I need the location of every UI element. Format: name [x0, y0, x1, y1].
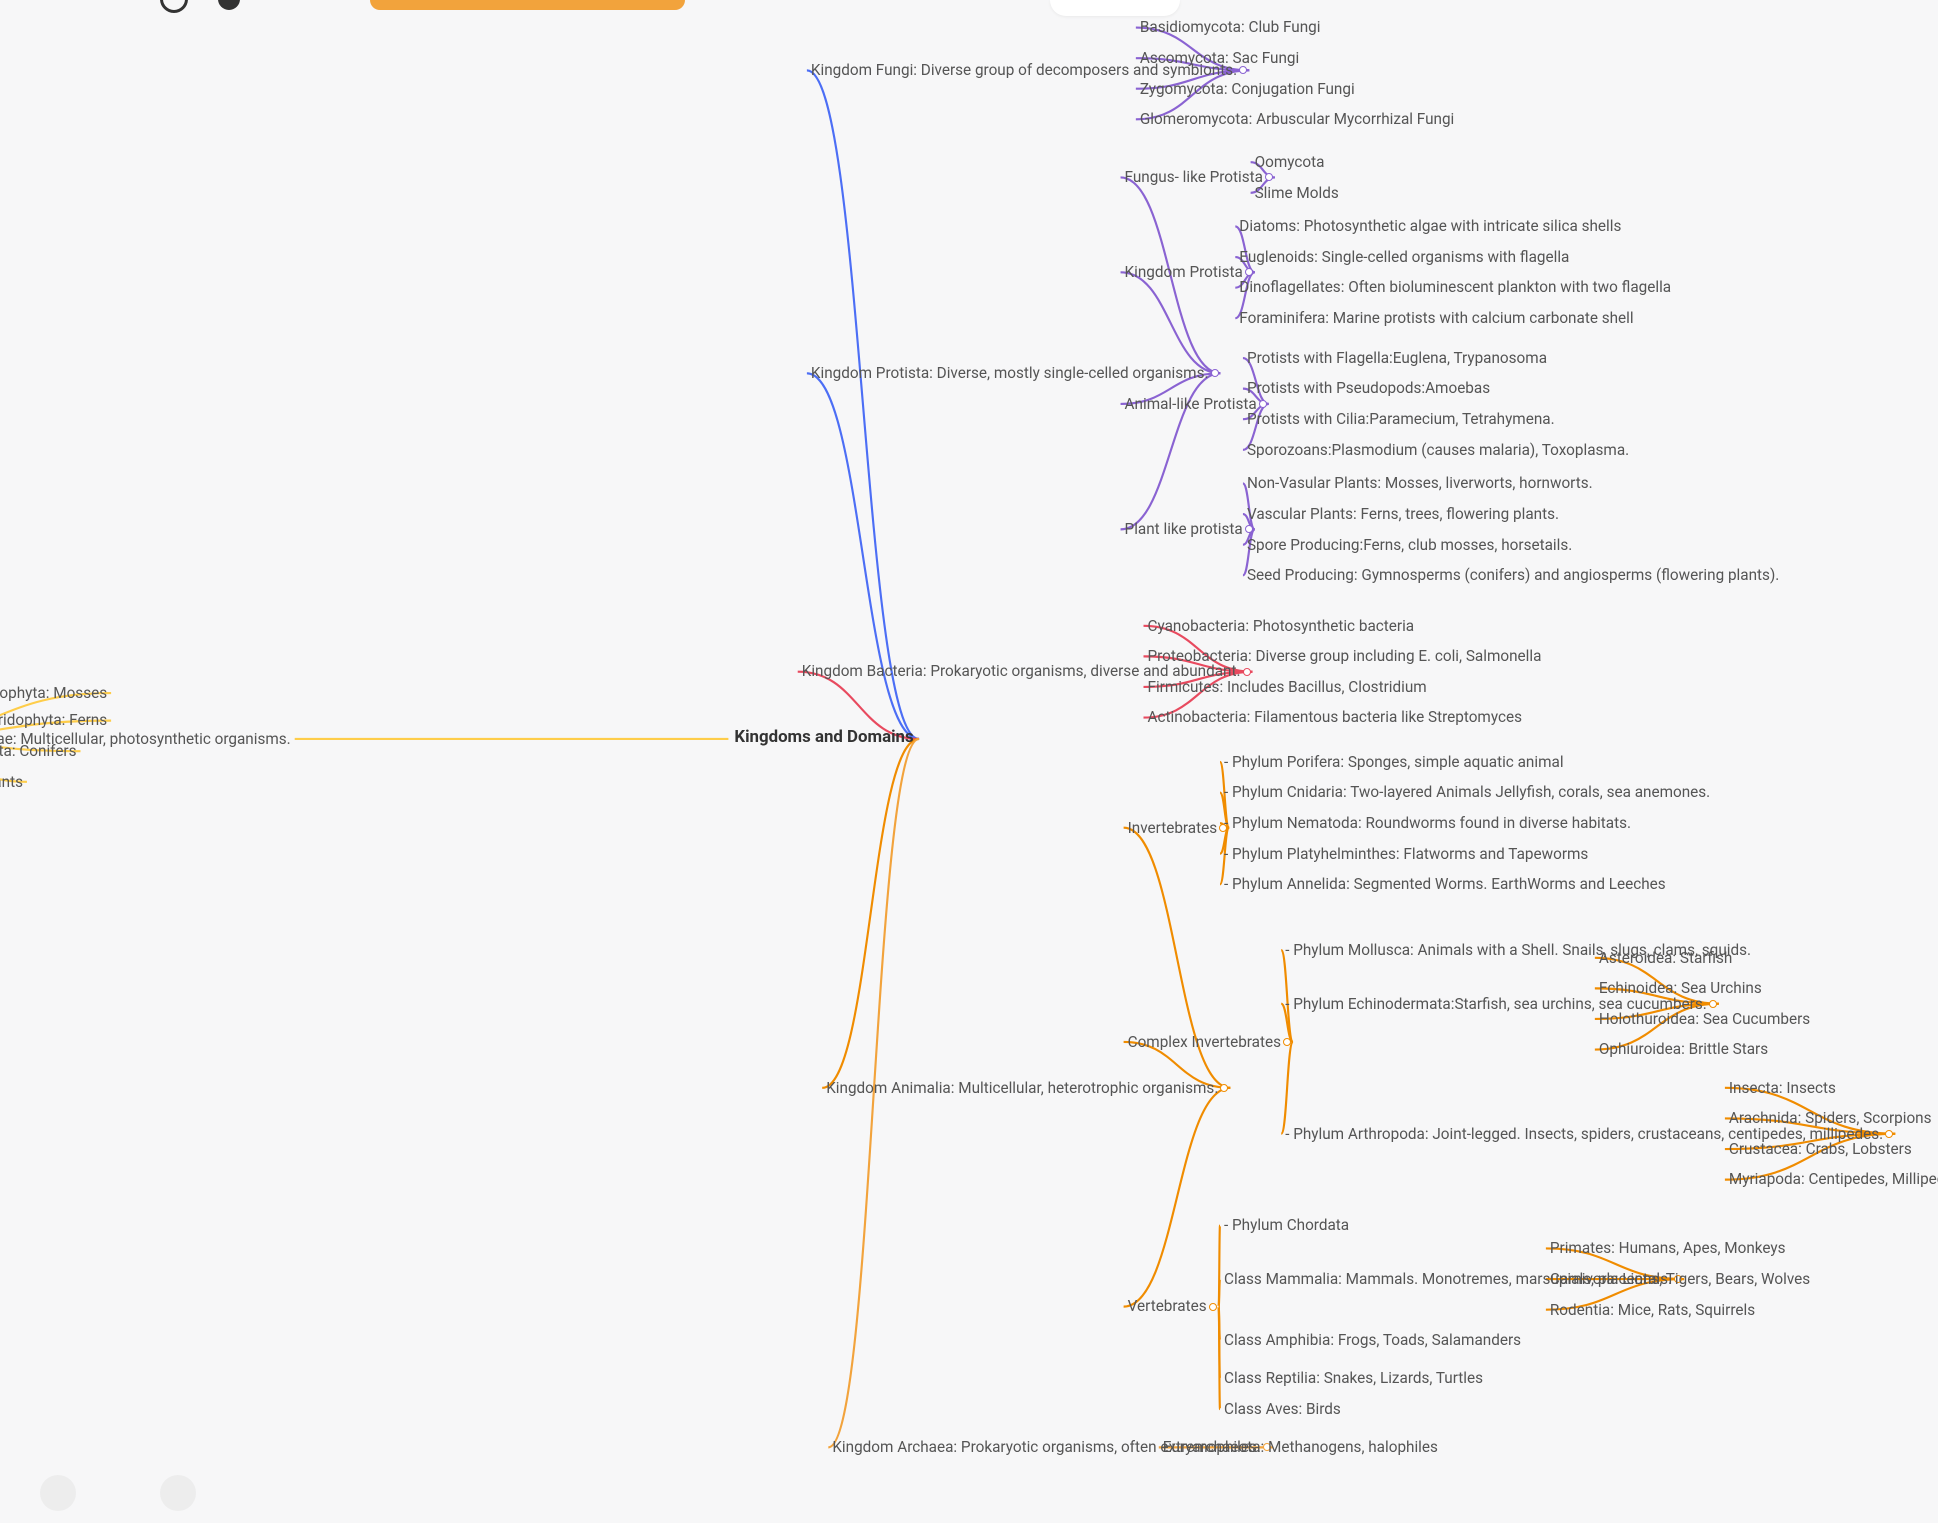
node-invert[interactable]: Invertebrates [1128, 819, 1218, 837]
node-eugle[interactable]: Euglenoids: Single-celled organisms with… [1239, 248, 1569, 266]
node-asco[interactable]: Ascomycota: Sac Fungi [1140, 49, 1299, 67]
node-chord[interactable]: - Phylum Chordata [1224, 1216, 1349, 1234]
node-actino[interactable]: Actinobacteria: Filamentous bacteria lik… [1148, 708, 1523, 726]
node-complex[interactable]: Complex Invertebrates [1128, 1033, 1281, 1051]
node-dot-animprot [1259, 400, 1267, 408]
node-vert[interactable]: Vertebrates [1128, 1297, 1207, 1315]
node-dot-complex [1283, 1038, 1291, 1046]
node-dot-vert [1209, 1303, 1217, 1311]
node-echinoid[interactable]: Echinoidea: Sea Urchins [1599, 979, 1762, 997]
top-left-icons [160, 0, 240, 13]
node-dot-echino [1709, 1000, 1717, 1008]
node-glomero[interactable]: Glomeromycota: Arbuscular Mycorrhizal Fu… [1140, 110, 1454, 128]
node-seed[interactable]: Seed Producing: Gymnosperms (conifers) a… [1247, 566, 1779, 584]
node-sporo[interactable]: Sporozoans:Plasmodium (causes malaria), … [1247, 441, 1629, 459]
node-diatoms[interactable]: Diatoms: Photosynthetic algae with intri… [1239, 217, 1621, 235]
node-cnid[interactable]: - Phylum Cnidaria: Two-layered Animals J… [1224, 783, 1710, 801]
node-nonvasc[interactable]: Non-Vasular Plants: Mosses, liverworts, … [1247, 474, 1593, 492]
node-primate[interactable]: Primates: Humans, Apes, Monkeys [1550, 1239, 1786, 1257]
node-animprot[interactable]: Animal-like Protista [1125, 395, 1257, 413]
node-funguslike[interactable]: Fungus- like Protista [1125, 168, 1263, 186]
node-dot-kprotista [1245, 268, 1253, 276]
node-carni[interactable]: Carnivora: Lions, Tigers, Bears, Wolves [1550, 1270, 1810, 1288]
node-rodent[interactable]: Rodentia: Mice, Rats, Squirrels [1550, 1301, 1755, 1319]
node-conifer[interactable]: Division Coniferophyta: Conifers [0, 742, 77, 760]
node-oomy[interactable]: Oomycota [1255, 153, 1325, 171]
top-corner-right [1050, 0, 1180, 16]
node-basidio[interactable]: Basidiomycota: Club Fungi [1140, 18, 1321, 36]
logo-dot-icon [218, 0, 240, 10]
node-dot-protista [1211, 369, 1219, 377]
node-insecta[interactable]: Insecta: Insects [1729, 1079, 1836, 1097]
node-eury[interactable]: Euryarchaeota: Methanogens, halophiles [1163, 1438, 1438, 1456]
node-reptile[interactable]: Class Reptilia: Snakes, Lizards, Turtles [1224, 1369, 1483, 1387]
node-dot-fungi [1239, 66, 1247, 74]
node-zygo[interactable]: Zygomycota: Conjugation Fungi [1140, 80, 1355, 98]
node-proteo[interactable]: Proteobacteria: Diverse group including … [1148, 647, 1542, 665]
node-pterido[interactable]: Division Pteridophyta: Ferns [0, 711, 107, 729]
node-myria[interactable]: Myriapoda: Centipedes, Millipedes [1729, 1170, 1938, 1188]
node-nema[interactable]: - Phylum Nematoda: Roundworms found in d… [1224, 814, 1631, 832]
node-bryo[interactable]: Division Bryophyta: Mosses [0, 684, 107, 702]
node-cilia[interactable]: Protists with Cilia:Paramecium, Tetrahym… [1247, 410, 1555, 428]
node-dot-arthro [1885, 1130, 1893, 1138]
node-dot-animalia [1220, 1084, 1228, 1092]
node-ophi[interactable]: Ophiuroidea: Brittle Stars [1599, 1040, 1768, 1058]
node-foram[interactable]: Foraminifera: Marine protists with calci… [1239, 309, 1633, 327]
node-slime[interactable]: Slime Molds [1255, 184, 1339, 202]
node-aster[interactable]: Asteroidea: Starfish [1599, 949, 1732, 967]
node-animalia[interactable]: Kingdom Animalia: Multicellular, heterot… [826, 1079, 1218, 1097]
logo-circle-icon [160, 0, 188, 13]
zoom-toolbar[interactable] [40, 1463, 196, 1523]
zoom-in-button[interactable] [160, 1475, 196, 1511]
node-vasc[interactable]: Vascular Plants: Ferns, trees, flowering… [1247, 505, 1559, 523]
node-crust[interactable]: Crustacea: Crabs, Lobsters [1729, 1140, 1912, 1158]
node-porif[interactable]: - Phylum Porifera: Sponges, simple aquat… [1224, 753, 1564, 771]
node-dot-bacteria [1243, 668, 1251, 676]
node-holo[interactable]: Holothuroidea: Sea Cucumbers [1599, 1010, 1810, 1028]
node-amphib[interactable]: Class Amphibia: Frogs, Toads, Salamander… [1224, 1331, 1521, 1349]
root-node[interactable]: Kingdoms and Domains [734, 727, 913, 747]
node-dot-funguslike [1265, 173, 1273, 181]
node-spore[interactable]: Spore Producing:Ferns, club mosses, hors… [1247, 536, 1572, 554]
node-flagel[interactable]: Protists with Flagella:Euglena, Trypanos… [1247, 349, 1547, 367]
node-plantprot[interactable]: Plant like protista [1125, 520, 1243, 538]
node-aves[interactable]: Class Aves: Birds [1224, 1400, 1341, 1418]
node-kprotista[interactable]: Kingdom Protista [1125, 263, 1243, 281]
node-dot-plantprot [1245, 525, 1253, 533]
zoom-out-button[interactable] [40, 1475, 76, 1511]
node-platy[interactable]: - Phylum Platyhelminthes: Flatworms and … [1224, 845, 1588, 863]
node-cyano[interactable]: Cyanobacteria: Photosynthetic bacteria [1148, 617, 1415, 635]
node-pseudo[interactable]: Protists with Pseudopods:Amoebas [1247, 379, 1490, 397]
node-arach[interactable]: Arachnida: Spiders, Scorpions [1729, 1109, 1932, 1127]
node-protista[interactable]: Kingdom Protista: Diverse, mostly single… [811, 364, 1209, 382]
node-annel[interactable]: - Phylum Annelida: Segmented Worms. Eart… [1224, 875, 1666, 893]
node-dino[interactable]: Dinoflagellates: Often bioluminescent pl… [1239, 278, 1671, 296]
node-angio[interactable]: Division Angiospermophyta: Flowering Pla… [0, 773, 23, 791]
top-pill [370, 0, 685, 10]
node-firm[interactable]: Firmicutes: Includes Bacillus, Clostridi… [1148, 678, 1427, 696]
